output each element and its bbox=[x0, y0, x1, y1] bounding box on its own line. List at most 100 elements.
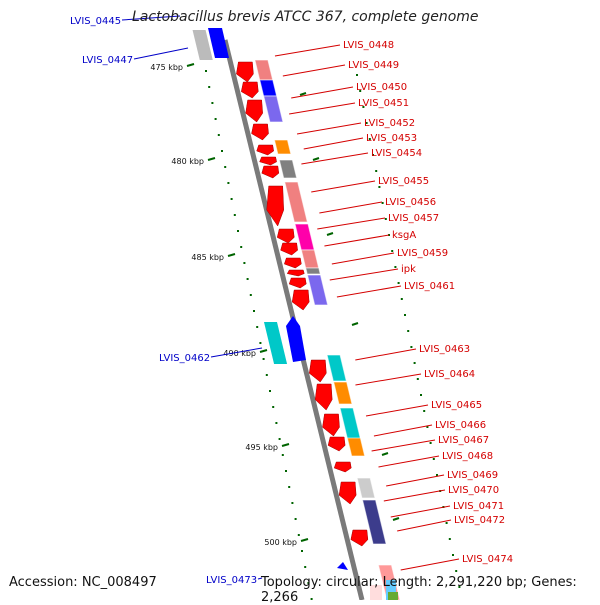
label-leader bbox=[324, 234, 390, 247]
ring-dot bbox=[224, 166, 227, 168]
gene-arrow bbox=[322, 413, 340, 437]
gene-label[interactable]: LVIS_0457 bbox=[388, 213, 439, 224]
ring-dot bbox=[240, 246, 243, 248]
ring-tick bbox=[351, 322, 359, 326]
ring-dot bbox=[455, 570, 458, 572]
gene-box bbox=[356, 477, 376, 499]
gene-label[interactable]: LVIS_0454 bbox=[371, 148, 422, 159]
gene-label[interactable]: LVIS_0445 bbox=[70, 16, 121, 27]
gene-label[interactable]: LVIS_0466 bbox=[435, 420, 486, 431]
ring-dot bbox=[221, 150, 223, 152]
ring-dots bbox=[205, 70, 461, 600]
label-leader bbox=[355, 348, 417, 361]
page-title: Lactobacillus brevis ATCC 367, complete … bbox=[132, 9, 479, 25]
ring-dot bbox=[233, 214, 236, 216]
ring-dot bbox=[400, 298, 403, 300]
gene-arrow bbox=[309, 359, 327, 383]
label-leader bbox=[121, 15, 181, 21]
gene-label[interactable]: LVIS_0447 bbox=[82, 55, 133, 66]
gene-features bbox=[192, 28, 401, 600]
gene-label[interactable]: LVIS_0468 bbox=[442, 451, 493, 462]
label-leader bbox=[319, 201, 383, 214]
ring-dot bbox=[452, 554, 454, 556]
gene-label[interactable]: LVIS_0465 bbox=[431, 400, 482, 411]
ring-dot bbox=[230, 198, 233, 200]
label-leader bbox=[397, 519, 452, 532]
ring-dot bbox=[285, 470, 287, 472]
ring-dot bbox=[368, 138, 371, 140]
ring-dot bbox=[365, 122, 368, 124]
gene-label[interactable]: LVIS_0448 bbox=[343, 40, 394, 51]
gene-arrow bbox=[236, 61, 254, 83]
gene-box bbox=[370, 585, 382, 600]
gene-label[interactable]: LVIS_0452 bbox=[364, 118, 415, 129]
gene-label[interactable]: ksgA bbox=[392, 230, 416, 241]
ring-tick bbox=[392, 517, 400, 521]
gene-label[interactable]: LVIS_0467 bbox=[438, 435, 489, 446]
label-leader bbox=[210, 347, 263, 358]
ring-dot bbox=[362, 106, 365, 108]
ring-dot bbox=[413, 362, 416, 364]
gene-arrow bbox=[350, 529, 369, 547]
ring-dot bbox=[404, 314, 406, 316]
kbp-tick bbox=[281, 443, 290, 447]
gene-label[interactable]: LVIS_0451 bbox=[358, 98, 409, 109]
gene-label[interactable]: LVIS_0461 bbox=[404, 281, 455, 292]
gene-label[interactable]: LVIS_0459 bbox=[397, 248, 448, 259]
ring-dot bbox=[205, 70, 207, 72]
gene-arrow bbox=[245, 99, 263, 123]
gene-box bbox=[326, 354, 347, 382]
label-leader bbox=[291, 86, 354, 99]
gene-label[interactable]: LVIS_0455 bbox=[378, 176, 429, 187]
scale-ticks: 475 kbp 480 kbp 485 kbp 490 kbp 495 kbp 500 k… bbox=[150, 63, 400, 547]
ring-dot bbox=[391, 250, 394, 252]
gene-label[interactable]: LVIS_0469 bbox=[447, 470, 498, 481]
gene-arrow bbox=[286, 316, 306, 362]
ring-dot bbox=[432, 458, 435, 460]
topology-text: Topology: circular; Length: 2,291,220 bp… bbox=[261, 575, 577, 605]
gene-label[interactable]: LVIS_0453 bbox=[366, 133, 417, 144]
ring-dot bbox=[359, 90, 362, 92]
label-leader bbox=[383, 489, 446, 502]
label-leader bbox=[317, 217, 386, 230]
gene-arrow bbox=[337, 562, 348, 570]
gene-arrow bbox=[276, 228, 295, 244]
ring-dot bbox=[278, 438, 281, 440]
gene-label[interactable]: LVIS_0464 bbox=[424, 369, 475, 380]
ring-dot bbox=[307, 582, 310, 584]
ring-dot bbox=[246, 278, 249, 280]
gene-label[interactable]: LVIS_0472 bbox=[454, 515, 505, 526]
left-gene-labels: LVIS_0445 LVIS_0447 LVIS_0462 LVIS_0473 bbox=[70, 16, 257, 586]
gene-label[interactable]: LVIS_0449 bbox=[348, 60, 399, 71]
gene-label[interactable]: LVIS_0463 bbox=[419, 344, 470, 355]
gene-arrow bbox=[286, 269, 305, 277]
label-leader bbox=[282, 64, 346, 77]
gene-label[interactable]: LVIS_0471 bbox=[453, 501, 504, 512]
label-leader bbox=[400, 558, 460, 571]
label-leader bbox=[336, 285, 402, 298]
ring-dot bbox=[237, 230, 239, 232]
ring-dot bbox=[275, 422, 278, 424]
label-leader bbox=[301, 152, 369, 165]
gene-arrow bbox=[291, 289, 310, 311]
ring-dot bbox=[211, 102, 214, 104]
gene-label[interactable]: ipk bbox=[401, 264, 416, 275]
ring-dot bbox=[208, 86, 211, 88]
gene-arrow bbox=[259, 156, 277, 166]
gene-arrow bbox=[208, 28, 229, 58]
ring-dot bbox=[259, 342, 262, 344]
ring-dot bbox=[423, 410, 426, 412]
ring-dot bbox=[429, 442, 432, 444]
gene-label[interactable]: LVIS_0470 bbox=[448, 485, 499, 496]
gene-box bbox=[294, 223, 315, 251]
gene-label[interactable]: LVIS_0474 bbox=[462, 554, 513, 565]
ring-dot bbox=[458, 586, 461, 588]
gene-label[interactable]: LVIS_0456 bbox=[385, 197, 436, 208]
gene-label[interactable]: LVIS_0473 bbox=[206, 575, 257, 586]
gene-label[interactable]: LVIS_0462 bbox=[159, 353, 210, 364]
gene-box bbox=[284, 181, 308, 223]
ring-dot bbox=[253, 310, 255, 312]
gene-box bbox=[300, 249, 320, 269]
gene-label[interactable]: LVIS_0450 bbox=[356, 82, 407, 93]
gene-arrow bbox=[280, 242, 298, 256]
